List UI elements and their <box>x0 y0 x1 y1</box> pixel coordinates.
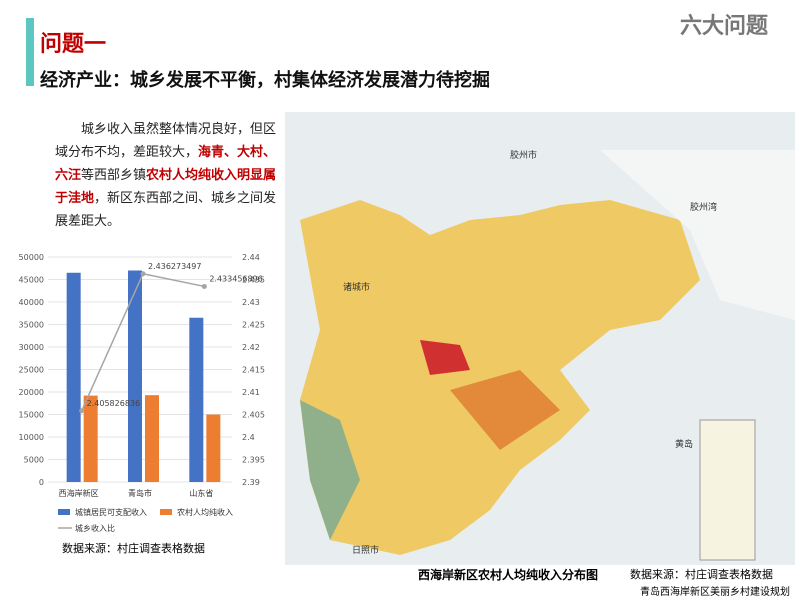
y-tick-label: 25000 <box>19 366 44 375</box>
x-tick-label: 西海岸新区 <box>59 488 99 498</box>
value-label: 2.433456896 <box>209 274 262 283</box>
map-legend <box>699 419 756 561</box>
y2-tick-label: 2.405 <box>242 411 265 420</box>
line <box>80 272 205 412</box>
legend-swatch <box>160 509 172 515</box>
map-label: 诸城市 <box>343 281 370 293</box>
y2-tick-label: 2.4 <box>242 433 255 442</box>
line-point <box>79 408 85 414</box>
paragraph-segment: 等西部乡镇 <box>81 168 147 183</box>
y-tick-label: 45000 <box>19 276 44 285</box>
y-tick-label: 20000 <box>19 388 44 397</box>
y-tick-label: 10000 <box>19 433 44 442</box>
bar <box>83 395 98 482</box>
y-tick-label: 35000 <box>19 321 44 330</box>
legend-label: 城镇居民可支配收入 <box>75 507 147 517</box>
y2-tick-label: 2.395 <box>242 456 265 465</box>
map-source: 数据来源：村庄调查表格数据 <box>630 568 773 581</box>
y2-tick-label: 2.43 <box>242 298 260 307</box>
x-tick-label: 山东省 <box>189 488 213 498</box>
title: 问题一 <box>40 32 107 57</box>
y2-tick-label: 2.39 <box>242 478 260 487</box>
x-tick-label: 青岛市 <box>128 488 152 498</box>
y2-tick-label: 2.44 <box>242 253 260 262</box>
footer: 青岛西海岸新区美丽乡村建设规划 <box>640 587 790 598</box>
bar <box>128 270 142 482</box>
y2-tick-label: 2.425 <box>242 321 265 330</box>
map-label: 日照市 <box>352 544 379 556</box>
paragraph-segment: 城乡收入虽然整体情况良好，但区域分布不均，差距较大， <box>55 122 277 160</box>
y2-tick-label: 2.415 <box>242 366 265 375</box>
paragraph-segment: ，新区东西部之间、城乡之间发展差距大。 <box>55 191 277 229</box>
y-tick-label: 30000 <box>19 343 44 352</box>
map-caption: 西海岸新区农村人均纯收入分布图 <box>418 568 599 582</box>
map-region-west <box>300 400 360 540</box>
y-tick-label: 15000 <box>19 411 44 420</box>
map-land <box>600 150 795 320</box>
paragraph-segment: 海青、大村、六汪 <box>55 145 277 183</box>
map-hot <box>420 340 470 375</box>
paragraph: 城乡收入虽然整体情况良好，但区域分布不均，差距较大，海青、大村、六汪等西部乡镇农… <box>55 118 277 233</box>
line-point <box>201 283 207 289</box>
bar <box>189 317 204 482</box>
map-label: 胶州市 <box>510 149 537 161</box>
legend-label: 城乡收入比 <box>75 523 115 533</box>
chart-source: 数据来源：村庄调查表格数据 <box>62 542 205 555</box>
y2-tick-label: 2.435 <box>242 276 265 285</box>
subtitle: 经济产业：城乡发展不平衡，村集体经济发展潜力待挖掘 <box>40 70 490 91</box>
section: 六大问题 <box>680 14 769 39</box>
accent-bar <box>26 18 34 86</box>
legend-swatch <box>58 509 70 515</box>
value-label: 2.405826836 <box>87 399 140 408</box>
y-tick-label: 5000 <box>24 456 44 465</box>
line-point <box>140 271 146 277</box>
y-tick-label: 50000 <box>19 253 44 262</box>
y2-tick-label: 2.41 <box>242 388 260 397</box>
y-tick-label: 0 <box>39 478 44 487</box>
legend-label: 农村人均纯收入 <box>177 507 233 517</box>
bar <box>66 272 81 482</box>
y-tick-label: 40000 <box>19 298 44 307</box>
map-label: 胶州湾 <box>690 201 717 213</box>
value-label: 2.436273497 <box>148 262 201 271</box>
paragraph-segment: 农村人均纯收入明显属于洼地 <box>55 168 277 206</box>
map-label: 黄岛 <box>675 438 693 450</box>
map-region <box>450 370 560 450</box>
bar <box>145 395 159 482</box>
bar <box>206 414 221 482</box>
y2-tick-label: 2.42 <box>242 343 260 352</box>
